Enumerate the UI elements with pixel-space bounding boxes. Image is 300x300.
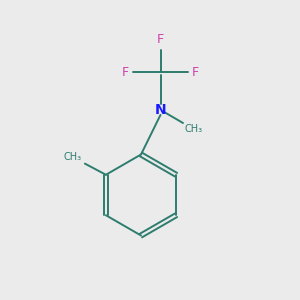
Text: F: F (122, 65, 129, 79)
Text: F: F (157, 33, 164, 46)
Text: CH₃: CH₃ (63, 152, 81, 162)
Text: F: F (192, 65, 199, 79)
Text: CH₃: CH₃ (184, 124, 202, 134)
Text: N: N (155, 103, 166, 116)
